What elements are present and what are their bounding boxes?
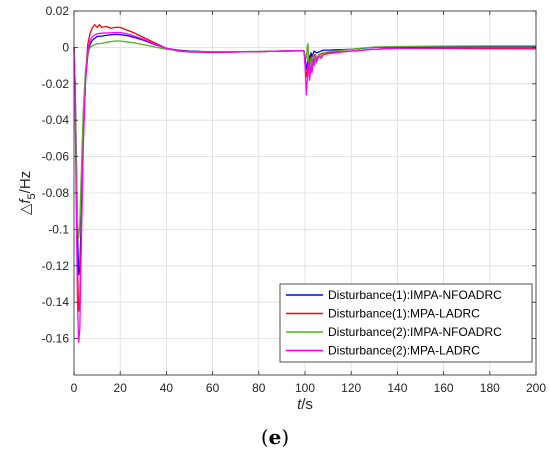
x-tick-label: 160 — [434, 381, 454, 395]
legend: Disturbance(1):IMPA-NFOADRC Disturbance(1… — [279, 283, 533, 363]
x-tick-label: 120 — [341, 381, 361, 395]
y-axis-unit: /Hz — [17, 171, 34, 194]
x-axis-title: t/s — [297, 396, 313, 413]
x-axis-var: t — [297, 396, 302, 413]
x-tick-label: 20 — [114, 381, 128, 395]
y-tick-label: -0.06 — [42, 150, 70, 164]
y-tick-label: 0.02 — [46, 4, 70, 18]
y-axis-sub: 5 — [26, 193, 38, 199]
y-tick-label: -0.12 — [42, 259, 70, 273]
y-tick-label: -0.1 — [48, 222, 69, 236]
y-tick-label: -0.16 — [42, 332, 70, 346]
legend-label: Disturbance(2):IMPA-NFOADRC — [328, 325, 502, 339]
x-tick-label: 180 — [480, 381, 500, 395]
y-axis-var: f — [17, 198, 34, 204]
y-axis-delta: △ — [17, 203, 34, 215]
figure-caption: (e) — [261, 425, 289, 449]
caption-open: ( — [261, 425, 269, 449]
legend-label: Disturbance(2):MPA-LADRC — [328, 344, 480, 358]
x-tick-label: 0 — [71, 381, 78, 395]
legend-label: Disturbance(1):MPA-LADRC — [328, 307, 480, 321]
x-tick-label: 60 — [206, 381, 220, 395]
caption-close: ) — [281, 425, 289, 449]
series-lines — [73, 24, 537, 343]
y-tick-label: 0 — [62, 40, 69, 54]
x-axis-unit: /s — [301, 396, 313, 413]
y-tick-label: -0.04 — [42, 113, 70, 127]
x-tick-label: 140 — [387, 381, 407, 395]
y-tick-label: -0.08 — [42, 186, 70, 200]
x-tick-label: 200 — [526, 381, 546, 395]
legend-label: Disturbance(1):IMPA-NFOADRC — [328, 288, 502, 302]
y-axis-title: △f5/Hz — [17, 171, 38, 215]
x-axis-ticks: 0 20 40 60 80 100 120 140 160 180 200 — [71, 11, 546, 395]
y-tick-label: -0.02 — [42, 77, 70, 91]
y-axis-ticks: 0.02 0 -0.02 -0.04 -0.06 -0.08 -0.1 -0.12 -0.14 -… — [42, 4, 536, 346]
legend-box — [279, 283, 533, 363]
series-line-4 — [73, 31, 536, 343]
x-tick-label: 100 — [295, 381, 315, 395]
caption-letter: e — [269, 425, 282, 449]
x-tick-label: 40 — [160, 381, 174, 395]
y-tick-label: -0.14 — [42, 295, 70, 309]
x-tick-label: 80 — [252, 381, 266, 395]
